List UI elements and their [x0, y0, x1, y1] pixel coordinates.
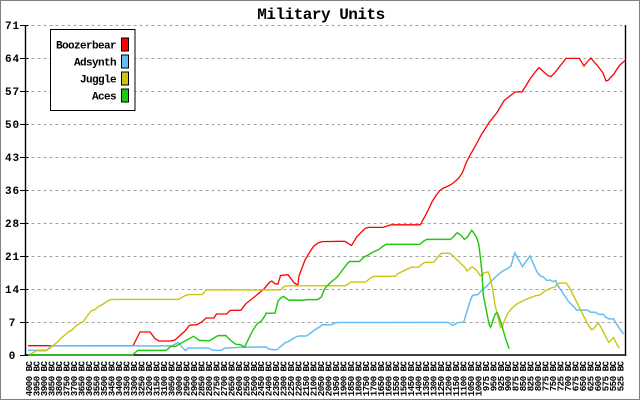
svg-text:0: 0: [9, 351, 17, 363]
svg-text:1050 BC: 1050 BC: [466, 360, 477, 396]
svg-text:1650 BC: 1650 BC: [376, 360, 387, 396]
svg-text:Aces: Aces: [92, 92, 116, 104]
svg-text:43: 43: [5, 153, 20, 165]
svg-text:3600 BC: 3600 BC: [84, 360, 95, 396]
svg-text:2800 BC: 2800 BC: [204, 360, 215, 396]
svg-text:3800 BC: 3800 BC: [54, 360, 65, 396]
svg-text:3450 BC: 3450 BC: [107, 360, 118, 396]
svg-text:2900 BC: 2900 BC: [189, 360, 200, 396]
svg-text:575 BC: 575 BC: [601, 360, 612, 391]
svg-text:2000 BC: 2000 BC: [324, 360, 335, 396]
svg-text:3850 BC: 3850 BC: [47, 360, 58, 396]
svg-text:3650 BC: 3650 BC: [77, 360, 88, 396]
svg-text:2950 BC: 2950 BC: [181, 360, 192, 396]
svg-text:1000 BC: 1000 BC: [473, 360, 484, 396]
svg-text:1700 BC: 1700 BC: [369, 360, 380, 396]
svg-text:850 BC: 850 BC: [518, 360, 529, 391]
svg-text:1400 BC: 1400 BC: [413, 360, 424, 396]
svg-text:1100 BC: 1100 BC: [458, 360, 469, 396]
svg-text:675 BC: 675 BC: [571, 360, 582, 391]
svg-text:3250 BC: 3250 BC: [137, 360, 148, 396]
svg-text:3150 BC: 3150 BC: [151, 360, 162, 396]
svg-text:1900 BC: 1900 BC: [339, 360, 350, 396]
svg-text:64: 64: [5, 54, 20, 66]
svg-text:2250 BC: 2250 BC: [286, 360, 297, 396]
svg-text:50: 50: [5, 120, 20, 132]
svg-text:950 BC: 950 BC: [488, 360, 499, 391]
svg-text:71: 71: [5, 21, 20, 33]
svg-text:1150 BC: 1150 BC: [451, 360, 462, 396]
svg-text:3000 BC: 3000 BC: [174, 360, 185, 396]
svg-text:7: 7: [9, 318, 17, 330]
svg-text:750 BC: 750 BC: [548, 360, 559, 391]
svg-text:2350 BC: 2350 BC: [271, 360, 282, 396]
svg-text:1250 BC: 1250 BC: [436, 360, 447, 396]
svg-text:550 BC: 550 BC: [608, 360, 619, 391]
svg-text:3200 BC: 3200 BC: [144, 360, 155, 396]
svg-text:3300 BC: 3300 BC: [129, 360, 140, 396]
svg-text:Military Units: Military Units: [257, 6, 384, 24]
svg-text:Boozerbear: Boozerbear: [56, 41, 116, 53]
svg-text:57: 57: [5, 87, 20, 99]
svg-text:3100 BC: 3100 BC: [159, 360, 170, 396]
svg-text:600 BC: 600 BC: [593, 360, 604, 391]
svg-text:1950 BC: 1950 BC: [331, 360, 342, 396]
svg-text:3950 BC: 3950 BC: [32, 360, 43, 396]
svg-text:Juggle: Juggle: [80, 75, 117, 87]
svg-text:875 BC: 875 BC: [511, 360, 522, 391]
svg-text:650 BC: 650 BC: [578, 360, 589, 391]
svg-text:800 BC: 800 BC: [533, 360, 544, 391]
svg-text:1350 BC: 1350 BC: [421, 360, 432, 396]
svg-text:625 BC: 625 BC: [586, 360, 597, 391]
svg-text:1550 BC: 1550 BC: [391, 360, 402, 396]
svg-text:3400 BC: 3400 BC: [114, 360, 125, 396]
svg-text:1500 BC: 1500 BC: [398, 360, 409, 396]
svg-text:3900 BC: 3900 BC: [39, 360, 50, 396]
svg-text:700 BC: 700 BC: [563, 360, 574, 391]
svg-text:1750 BC: 1750 BC: [361, 360, 372, 396]
svg-text:3500 BC: 3500 BC: [99, 360, 110, 396]
svg-text:3350 BC: 3350 BC: [122, 360, 133, 396]
svg-text:3700 BC: 3700 BC: [69, 360, 80, 396]
svg-text:14: 14: [5, 285, 20, 297]
svg-text:36: 36: [5, 186, 20, 198]
svg-text:2700 BC: 2700 BC: [219, 360, 230, 396]
svg-text:4000 BC: 4000 BC: [24, 360, 35, 396]
svg-text:Adsynth: Adsynth: [74, 58, 116, 70]
svg-text:900 BC: 900 BC: [503, 360, 514, 391]
svg-text:2100 BC: 2100 BC: [309, 360, 320, 396]
svg-text:2550 BC: 2550 BC: [241, 360, 252, 396]
svg-text:1600 BC: 1600 BC: [384, 360, 395, 396]
svg-text:2750 BC: 2750 BC: [211, 360, 222, 396]
svg-text:775 BC: 775 BC: [541, 360, 552, 391]
svg-text:2150 BC: 2150 BC: [301, 360, 312, 396]
svg-text:525 BC: 525 BC: [616, 360, 627, 391]
svg-text:2650 BC: 2650 BC: [226, 360, 237, 396]
svg-text:2850 BC: 2850 BC: [196, 360, 207, 396]
svg-text:2500 BC: 2500 BC: [249, 360, 260, 396]
svg-text:2300 BC: 2300 BC: [279, 360, 290, 396]
svg-text:725 BC: 725 BC: [556, 360, 567, 391]
svg-text:1850 BC: 1850 BC: [346, 360, 357, 396]
svg-text:21: 21: [5, 252, 20, 264]
svg-text:925 BC: 925 BC: [496, 360, 507, 391]
svg-text:2050 BC: 2050 BC: [316, 360, 327, 396]
svg-text:1300 BC: 1300 BC: [428, 360, 439, 396]
svg-text:3050 BC: 3050 BC: [166, 360, 177, 396]
svg-text:28: 28: [5, 219, 20, 231]
svg-text:3550 BC: 3550 BC: [92, 360, 103, 396]
svg-text:2400 BC: 2400 BC: [264, 360, 275, 396]
svg-text:1200 BC: 1200 BC: [443, 360, 454, 396]
svg-text:975 BC: 975 BC: [481, 360, 492, 391]
svg-text:2600 BC: 2600 BC: [234, 360, 245, 396]
svg-text:1450 BC: 1450 BC: [406, 360, 417, 396]
svg-text:3750 BC: 3750 BC: [62, 360, 73, 396]
svg-text:825 BC: 825 BC: [526, 360, 537, 391]
svg-text:2450 BC: 2450 BC: [256, 360, 267, 396]
svg-text:2200 BC: 2200 BC: [294, 360, 305, 396]
svg-text:1800 BC: 1800 BC: [354, 360, 365, 396]
